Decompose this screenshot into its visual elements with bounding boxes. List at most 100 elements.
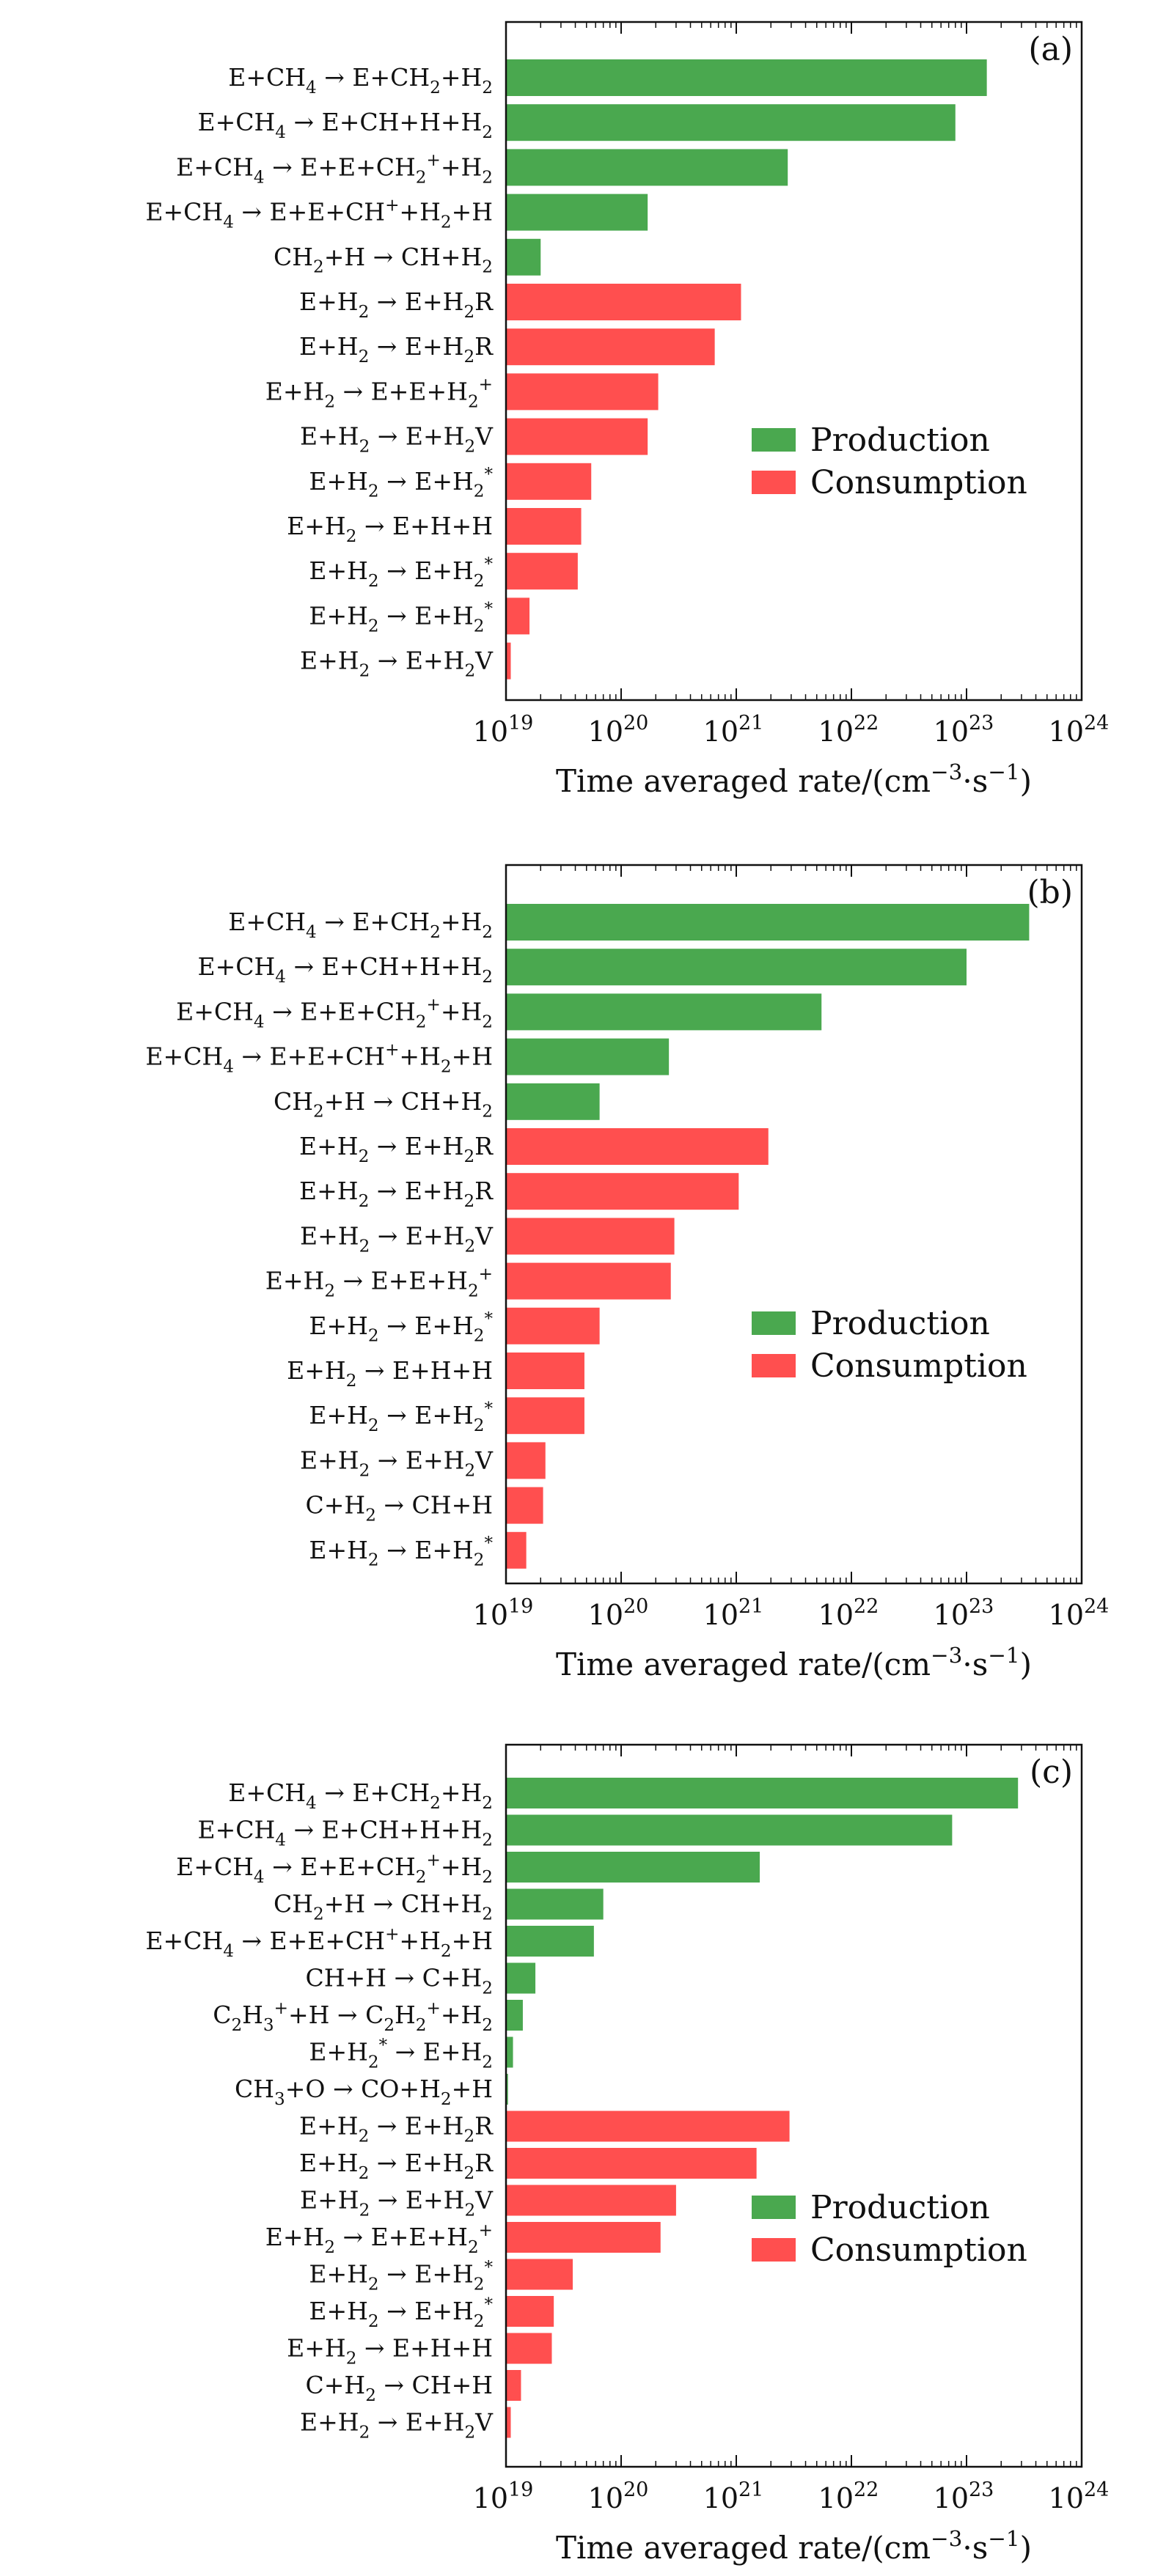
category-label: E+H2 → E+H2R (299, 2149, 494, 2183)
bar-consumption (506, 1218, 675, 1255)
bar-consumption (506, 328, 715, 366)
tick-label: 1020 (588, 712, 649, 748)
bar-consumption (506, 1531, 527, 1569)
bar-production (506, 2036, 513, 2068)
x-axis-title: Time averaged rate/(cm−3·s−1) (556, 759, 1032, 799)
tick-label: 1022 (818, 2479, 879, 2514)
bar-production (506, 104, 956, 141)
category-label: C+H2 → CH+H (306, 2371, 494, 2405)
bar-production (506, 194, 648, 231)
bar-consumption (506, 2370, 521, 2401)
legend-swatch-consumption (752, 1354, 796, 1377)
category-label: E+H2 → E+H2V (300, 2186, 494, 2220)
category-label: CH2+H → CH+H2 (274, 1087, 493, 1122)
legend-label-production: Production (810, 422, 990, 459)
bar-consumption (506, 1487, 543, 1524)
plot-frame (505, 1743, 1083, 2468)
category-label: E+H2 → E+H+H (287, 2334, 493, 2369)
bar-consumption (506, 463, 592, 500)
bar-production (506, 1814, 953, 1846)
category-label: E+H2 → E+H2R (299, 1132, 494, 1166)
chart-panel-a: E+CH4 → E+CH2+H2 E+CH4 → E+CH+H+H2 E+CH4 →… (145, 21, 1110, 799)
x-axis-title: Time averaged rate/(cm−3·s−1) (556, 1643, 1032, 1682)
category-label: E+H2 → E+E+H2+ (265, 375, 493, 411)
category-label: E+CH4 → E+CH2+H2 (228, 63, 493, 97)
tick-label: 1023 (934, 2479, 994, 2514)
category-label: E+H2 → E+H2V (300, 1221, 494, 1256)
category-label: E+CH4 → E+E+CH++H2+H (145, 1925, 493, 1961)
panel-label: (c) (1030, 1753, 1073, 1791)
bar-production (506, 1038, 670, 1075)
category-label: E+H2 → E+H+H (287, 512, 493, 546)
bar-consumption (506, 2259, 573, 2290)
tick-label: 1019 (473, 712, 534, 748)
category-label: E+H2 → E+H2* (309, 555, 493, 591)
legend-label-production: Production (810, 2189, 990, 2226)
category-label: CH2+H → CH+H2 (274, 243, 493, 277)
category-label: C+H2 → CH+H (306, 1491, 494, 1526)
bar-consumption (506, 553, 578, 590)
bar-consumption (506, 2185, 676, 2216)
category-label: E+H2 → E+H2* (309, 600, 493, 636)
bar-consumption (506, 597, 530, 635)
category-label: E+CH4 → E+CH+H+H2 (198, 1816, 493, 1850)
tick-label: 1022 (818, 712, 879, 748)
bar-consumption (506, 1173, 739, 1210)
bar-consumption (506, 2111, 790, 2142)
bar-consumption (506, 373, 659, 411)
category-label: E+CH4 → E+E+CH++H2+H (145, 196, 493, 232)
category-label: E+H2 → E+H2R (299, 287, 494, 322)
bar-consumption (506, 2296, 554, 2327)
category-label: C2H3++H → C2H2++H2 (213, 1999, 493, 2035)
bar-consumption (506, 1442, 546, 1479)
category-label: CH+H → C+H2 (306, 1964, 494, 1998)
category-label: E+CH4 → E+E+CH++H2+H (145, 1040, 493, 1076)
bar-consumption (506, 2333, 552, 2364)
legend-swatch-production (752, 428, 796, 452)
bar-production (506, 949, 967, 986)
bar-consumption (506, 1397, 584, 1435)
bar-production (506, 1962, 536, 1994)
category-label: E+H2 → E+H2R (299, 332, 494, 367)
bar-production (506, 1778, 1019, 1808)
category-label: E+H2 → E+H2* (309, 2295, 493, 2331)
category-label: E+CH4 → E+CH+H+H2 (198, 952, 493, 987)
bar-production (506, 1926, 594, 1957)
category-label: E+H2 → E+E+H2+ (265, 2221, 493, 2257)
legend-swatch-consumption (752, 471, 796, 494)
tick-label: 1023 (934, 712, 994, 748)
legend-label-production: Production (810, 1305, 990, 1342)
category-label: E+H2 → E+H2R (299, 1177, 494, 1211)
category-label: E+H2 → E+H2V (300, 1446, 494, 1480)
bar-production (506, 904, 1030, 941)
legend-swatch-consumption (752, 2238, 796, 2262)
tick-label: 1021 (703, 1595, 764, 1631)
tick-label: 1024 (1049, 712, 1110, 748)
legend-swatch-production (752, 1311, 796, 1335)
category-label: E+H2 → E+H2V (300, 2408, 494, 2443)
tick-label: 1021 (703, 712, 764, 748)
tick-label: 1020 (588, 1595, 649, 1631)
tick-label: 1024 (1049, 2479, 1110, 2514)
legend-label-consumption: Consumption (810, 464, 1027, 501)
category-label: E+H2 → E+H2V (300, 647, 494, 681)
category-label: E+CH4 → E+CH2+H2 (228, 1778, 493, 1813)
tick-label: 1021 (703, 2479, 764, 2514)
bar-consumption (506, 1353, 584, 1389)
category-label: E+H2 → E+H2R (299, 2112, 494, 2146)
category-label: E+H2 → E+E+H2+ (265, 1265, 493, 1300)
bar-production (506, 993, 822, 1031)
legend-label-consumption: Consumption (810, 2231, 1027, 2269)
category-label: CH3+O → CO+H2+H (235, 2075, 493, 2109)
category-label: E+H2* → E+H2 (309, 2036, 493, 2072)
category-label: E+H2 → E+H+H (287, 1356, 493, 1391)
bar-production (506, 1852, 760, 1883)
bar-production (506, 1888, 604, 1920)
legend-label-consumption: Consumption (810, 1347, 1027, 1385)
category-label: E+CH4 → E+E+CH2++H2 (176, 1851, 493, 1887)
tick-label: 1023 (934, 1595, 994, 1631)
bar-consumption (506, 642, 511, 680)
bar-production (506, 1083, 600, 1120)
plot-frame (505, 864, 1083, 1585)
tick-label: 1022 (818, 1595, 879, 1631)
